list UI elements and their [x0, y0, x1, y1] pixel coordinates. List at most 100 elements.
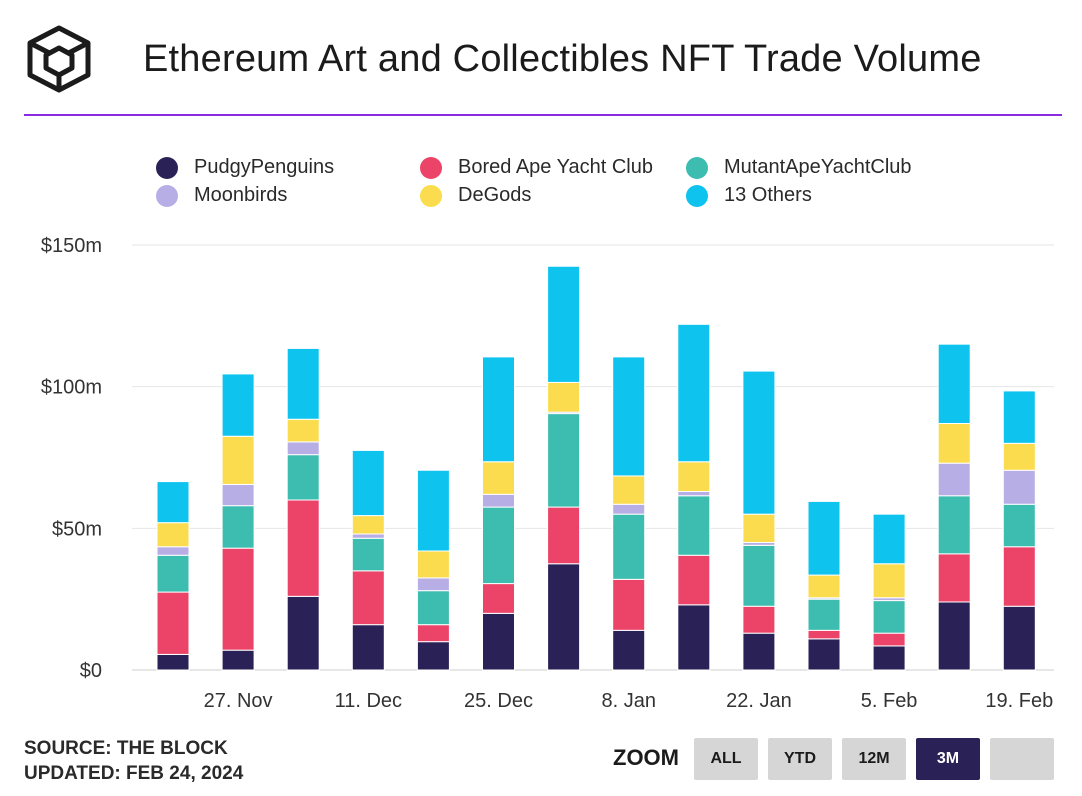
bar-segment [872, 513, 906, 565]
zoom-ytd-button[interactable]: YTD [768, 738, 832, 780]
bar-segment [221, 435, 255, 485]
bar-segment [677, 604, 711, 671]
bar-segment [351, 449, 385, 517]
footer-info: SOURCE: THE BLOCK UPDATED: FEB 24, 2024 [24, 736, 243, 786]
bar-segment [286, 418, 320, 443]
legend-item-mutantapeyachtclub[interactable]: MutantApeYachtClub [686, 156, 912, 179]
bar-segment [351, 624, 385, 671]
bar-segment [742, 632, 776, 671]
bar-segment [351, 537, 385, 572]
bar-segment [547, 563, 581, 671]
y-tick-label: $50m [52, 518, 102, 540]
x-tick-label: 19. Feb [985, 690, 1053, 712]
bar-segment [1002, 503, 1036, 548]
bar-segment [156, 481, 190, 524]
bar-segment [416, 624, 450, 643]
bar-segment [612, 513, 646, 580]
legend-label: Moonbirds [194, 184, 288, 206]
bar-segment [221, 649, 255, 671]
zoom-12m-button[interactable]: 12M [842, 738, 906, 780]
source-text: SOURCE: THE BLOCK [24, 738, 228, 759]
bar-segment [937, 462, 971, 497]
bar-segment [742, 605, 776, 634]
bar-segment [677, 554, 711, 606]
stacked-bar-chart: $0 $50m $100m $150m 27. Nov 11. Dec 25. Dec 8. … [41, 235, 1054, 712]
legend-label: PudgyPenguins [194, 156, 335, 178]
legend-item-13-others[interactable]: 13 Others [686, 184, 812, 207]
bar-segment [156, 546, 190, 556]
bar-segment [286, 347, 320, 420]
x-tick-label: 11. Dec [335, 690, 402, 712]
bar-segment [807, 598, 841, 631]
bar-segment [416, 469, 450, 552]
bar-segment [937, 423, 971, 464]
bar-segment [156, 522, 190, 548]
bar-segment [612, 475, 646, 505]
bar-segment [416, 550, 450, 579]
bar-segment [677, 495, 711, 556]
bar-segment [742, 513, 776, 543]
bar-segment [351, 515, 385, 535]
legend-item-degods[interactable]: DeGods [420, 184, 531, 207]
chart-legend: PudgyPenguins Bored Ape Yacht Club Mutan… [156, 156, 1016, 216]
legend-item-bored-ape-yacht-club[interactable]: Bored Ape Yacht Club [420, 156, 653, 179]
bar-segment [482, 356, 515, 463]
bar-segment [937, 495, 971, 555]
bar-segment [286, 454, 320, 501]
bar-segment [872, 563, 906, 599]
bar-segment [156, 591, 190, 655]
bar-segment [937, 553, 971, 603]
bar-segment [547, 506, 581, 565]
bar-segment [937, 601, 971, 671]
bar-segment [156, 554, 190, 593]
bar-segment [677, 323, 711, 463]
bar-segment [221, 373, 255, 437]
legend-item-pudgypenguins[interactable]: PudgyPenguins [156, 156, 334, 179]
bar-segment [677, 461, 711, 492]
bar-segment [1002, 390, 1036, 444]
zoom-extra-button[interactable] [990, 738, 1054, 780]
zoom-all-button[interactable]: ALL [694, 738, 758, 780]
bar-segment [742, 370, 776, 515]
bar-segment [872, 632, 906, 647]
bar-segment [1002, 605, 1036, 671]
bar-segment [351, 533, 385, 539]
x-tick-label: 5. Feb [861, 690, 918, 712]
legend-marker-degods [420, 184, 442, 207]
bar-segment [1002, 469, 1036, 505]
bar-segment [482, 583, 515, 614]
x-tick-label: 22. Jan [726, 690, 792, 712]
bar-segment [1002, 442, 1036, 471]
bar-segment [156, 653, 190, 671]
bar-segment [677, 491, 711, 497]
bar-segment [547, 413, 581, 508]
bar-segment [1002, 546, 1036, 607]
y-tick-label: $100m [41, 377, 102, 399]
legend-label: 13 Others [724, 184, 812, 206]
y-tick-label: $0 [80, 660, 102, 682]
legend-marker-pudgypenguins [156, 156, 178, 179]
bar-segment [807, 638, 841, 671]
zoom-label: ZOOM [613, 745, 679, 770]
bar-segment [547, 381, 581, 413]
updated-text: UPDATED: FEB 24, 2024 [24, 763, 244, 784]
bar-segment [416, 590, 450, 626]
zoom-3m-button[interactable]: 3M [916, 738, 980, 780]
bar-segment [612, 578, 646, 631]
bar-segment [742, 544, 776, 607]
bar-segment [416, 641, 450, 671]
bar-segment [286, 499, 320, 597]
legend-item-moonbirds[interactable]: Moonbirds [156, 184, 287, 207]
bar-segment [221, 505, 255, 549]
legend-label: Bored Ape Yacht Club [458, 156, 653, 178]
the-block-logo-icon [27, 25, 91, 93]
bar-segment [482, 612, 515, 671]
title-divider [24, 114, 1062, 116]
x-tick-label: 27. Nov [204, 690, 273, 712]
bar-segment [547, 265, 581, 383]
bar-segment [221, 547, 255, 651]
page-title: Ethereum Art and Collectibles NFT Trade … [143, 38, 982, 80]
bar-segment [872, 645, 906, 671]
bar-segment [612, 356, 646, 477]
bar-segment [807, 500, 841, 576]
